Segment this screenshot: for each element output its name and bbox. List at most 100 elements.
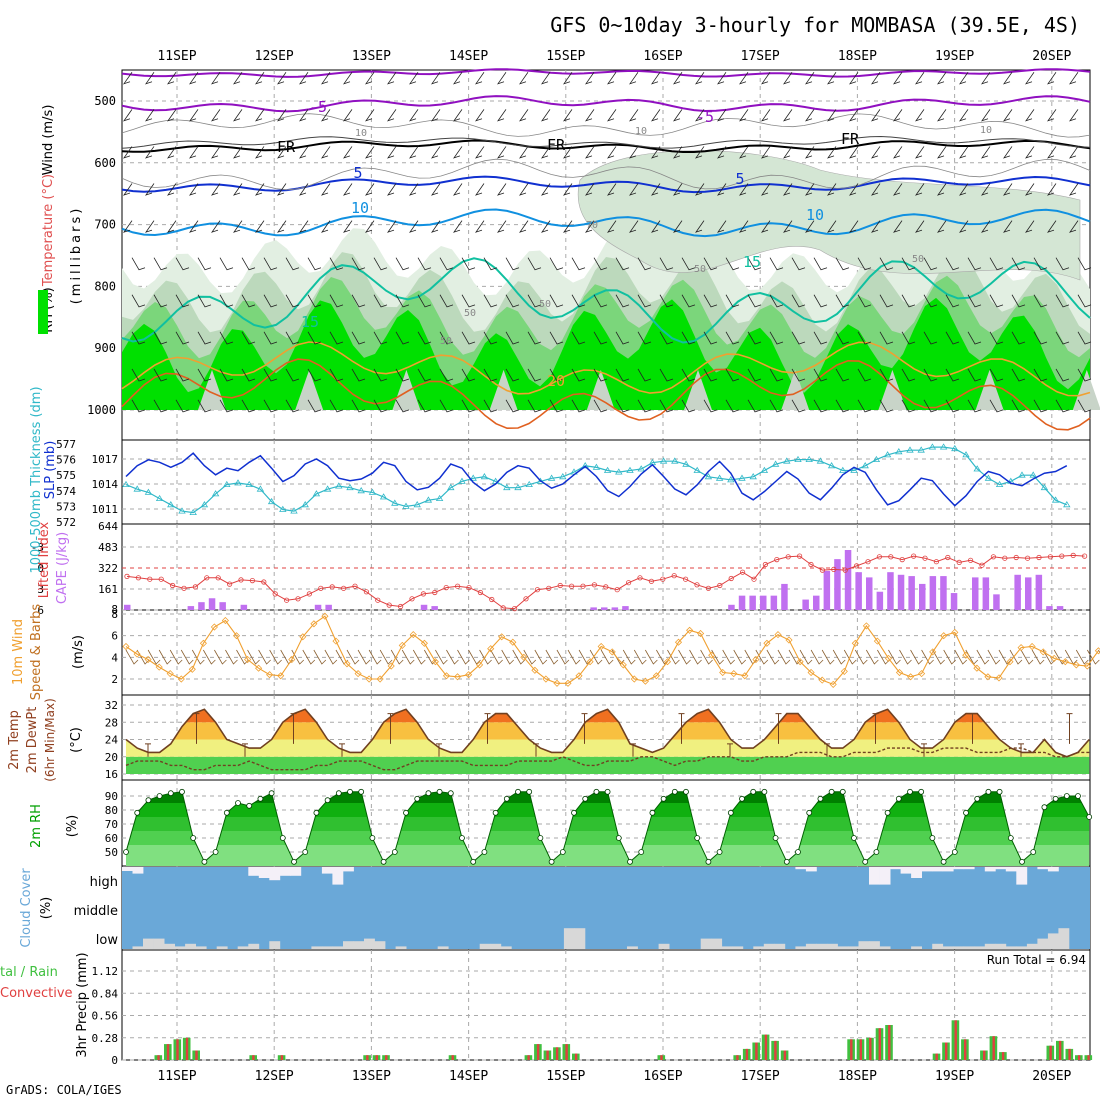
wind-barb (320, 146, 331, 159)
wind-barb (738, 146, 749, 159)
cloud-ylabel: Cloud Cover (%) (19, 868, 54, 948)
slp-ylabel-slp: SLP (mb) (43, 441, 58, 500)
wind-speed-point (719, 668, 727, 677)
wind-barb (615, 331, 630, 345)
thickness-point (211, 490, 220, 497)
thickness-tick: 577 (56, 438, 76, 451)
lifted-index-point (1002, 555, 1008, 561)
wind-barb (967, 399, 982, 413)
lifted-index-point (432, 589, 438, 596)
rh-tick: 80 (105, 804, 118, 817)
wind-tick: 2 (111, 673, 118, 686)
wind-barb (901, 331, 916, 345)
cloud-high-bar (942, 867, 954, 872)
wind-barb (197, 331, 212, 345)
wind-barb (131, 331, 146, 345)
wind-barb (285, 331, 300, 345)
wind-barb (232, 183, 243, 196)
thickness-point (783, 457, 791, 464)
wind-barb (408, 146, 419, 159)
wind-barb (672, 183, 683, 196)
cloud-low-bar (805, 943, 817, 949)
wind-barb (813, 368, 828, 382)
rh-point (884, 809, 891, 816)
thickness-point (346, 483, 354, 491)
wind-barb (254, 72, 265, 85)
rh-point (963, 809, 969, 816)
rh-point (974, 795, 981, 802)
wind-barb (879, 294, 894, 308)
wind-barb (980, 183, 991, 196)
wind-barb (923, 368, 938, 382)
wind-barb (1068, 146, 1079, 159)
wind-barb (474, 220, 485, 233)
wind-barb (813, 257, 828, 271)
wind-barb (276, 183, 287, 196)
cape-bar (1056, 606, 1064, 610)
precip-conv-bar (878, 1028, 881, 1060)
wind-barb (615, 294, 630, 308)
cape-bar (1046, 606, 1053, 610)
cloud-low-bar (995, 943, 1007, 949)
wind-speed-point (962, 651, 970, 659)
temp-minmax-bar (921, 743, 927, 757)
cape-bar (431, 606, 438, 610)
wind-barb-10m (225, 649, 238, 665)
wind-barb (263, 294, 278, 308)
cape-bar (876, 591, 884, 610)
wind-barb (549, 294, 564, 308)
wind-barb (958, 109, 969, 122)
cloud-low-bar (711, 938, 723, 949)
wind-speed-point (453, 673, 462, 681)
rh-point (425, 790, 432, 797)
cloud-low-bar (500, 946, 512, 949)
wind-barb (584, 183, 595, 196)
lifted-index-point (215, 575, 221, 581)
wind-barb (791, 399, 806, 413)
wind-barb (430, 72, 441, 85)
wind-barb (241, 399, 256, 413)
wind-barb (527, 257, 542, 271)
wind-barb (593, 294, 608, 308)
wind-barb (923, 294, 938, 308)
wind-barb (945, 399, 960, 413)
lifted-index-point (557, 582, 563, 589)
rh-tick: 70 (105, 818, 118, 831)
temp-ylabel-b: 2m DewPt (25, 707, 40, 774)
wind-barb (483, 331, 498, 345)
wind-barb (562, 146, 573, 159)
precip-tick: 0.56 (92, 1010, 119, 1023)
wind-barb-10m (501, 649, 514, 665)
cape-tick: 483 (98, 541, 118, 554)
wind-barb (210, 183, 221, 196)
cloud-high-bar (132, 867, 144, 874)
wind-barb (1077, 331, 1092, 345)
wind-barb (848, 183, 859, 196)
cape-bar (611, 607, 619, 610)
cape-bar (314, 604, 322, 610)
wind-barb (804, 220, 815, 233)
wind-barb (540, 109, 551, 122)
thickness-point (290, 507, 298, 514)
cloud-high-bar (332, 867, 344, 885)
wind-barb (571, 399, 586, 413)
wind-barb (584, 109, 595, 122)
rh-point (907, 788, 913, 795)
temp-minmax-bar (484, 713, 491, 744)
lifted-index-point (774, 556, 780, 563)
wind-speed-point (608, 648, 616, 656)
date-label-bottom: 17SEP (741, 1069, 780, 1084)
wind-barb (527, 399, 542, 413)
wind-barb (562, 72, 573, 85)
rh-point (190, 835, 197, 841)
wind-barb (967, 331, 982, 345)
rh-point (1086, 814, 1093, 820)
wind-barb (430, 109, 441, 122)
slp-ylabel-thick: 1000-500mb Thickness (dm) (29, 386, 44, 573)
thickness-point (223, 480, 231, 487)
wind-barb-10m (943, 649, 956, 665)
wind-barb (870, 109, 881, 122)
lifted-index-point (352, 583, 358, 589)
wind-barb (901, 294, 916, 308)
wind-barb (1068, 220, 1079, 233)
